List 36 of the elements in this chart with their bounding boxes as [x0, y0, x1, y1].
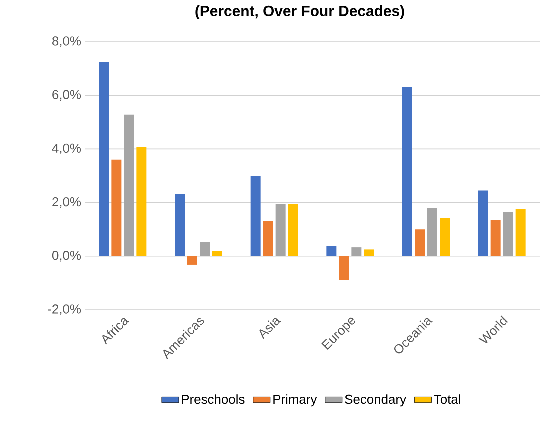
bar — [136, 147, 147, 256]
bar — [440, 218, 450, 256]
bar — [339, 256, 350, 281]
bar — [478, 190, 488, 256]
y-tick-label: -2,0% — [48, 304, 82, 316]
bar — [415, 230, 425, 256]
bar — [352, 248, 362, 256]
bar — [212, 251, 222, 256]
chart-title: (Percent, Over Four Decades) — [196, 6, 404, 20]
x-tick-label: Asia — [260, 318, 282, 340]
bar — [503, 212, 514, 256]
bar — [250, 176, 261, 256]
y-tick-label: 6,0% — [52, 90, 82, 101]
y-tick-label: 4,0% — [52, 144, 82, 155]
bar — [276, 204, 286, 256]
bar — [402, 88, 412, 256]
bar — [175, 194, 185, 256]
bar — [288, 204, 298, 256]
bar — [364, 250, 374, 256]
legend-label: Secondary — [345, 394, 406, 407]
legend-label: Preschools — [182, 394, 245, 404]
bar — [200, 242, 210, 256]
bar — [326, 246, 337, 256]
bar — [490, 220, 501, 256]
legend-label: Primary — [274, 394, 318, 407]
bar — [99, 62, 110, 256]
bar — [124, 114, 134, 256]
legend-label: Total — [434, 394, 460, 404]
bar — [428, 208, 438, 256]
bar — [188, 256, 198, 265]
y-tick-label: 8,0% — [52, 36, 82, 48]
y-tick-label: 2,0% — [52, 197, 82, 208]
bar — [112, 160, 122, 256]
bar — [263, 222, 274, 256]
y-tick-label: 0,0% — [52, 251, 82, 262]
bar — [516, 209, 526, 256]
